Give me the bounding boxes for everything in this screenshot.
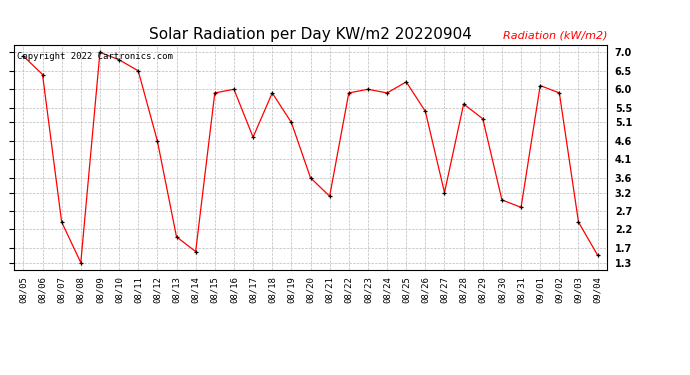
Text: Radiation (kW/m2): Radiation (kW/m2) xyxy=(503,30,607,40)
Text: Copyright 2022 Cartronics.com: Copyright 2022 Cartronics.com xyxy=(17,52,172,61)
Title: Solar Radiation per Day KW/m2 20220904: Solar Radiation per Day KW/m2 20220904 xyxy=(149,27,472,42)
